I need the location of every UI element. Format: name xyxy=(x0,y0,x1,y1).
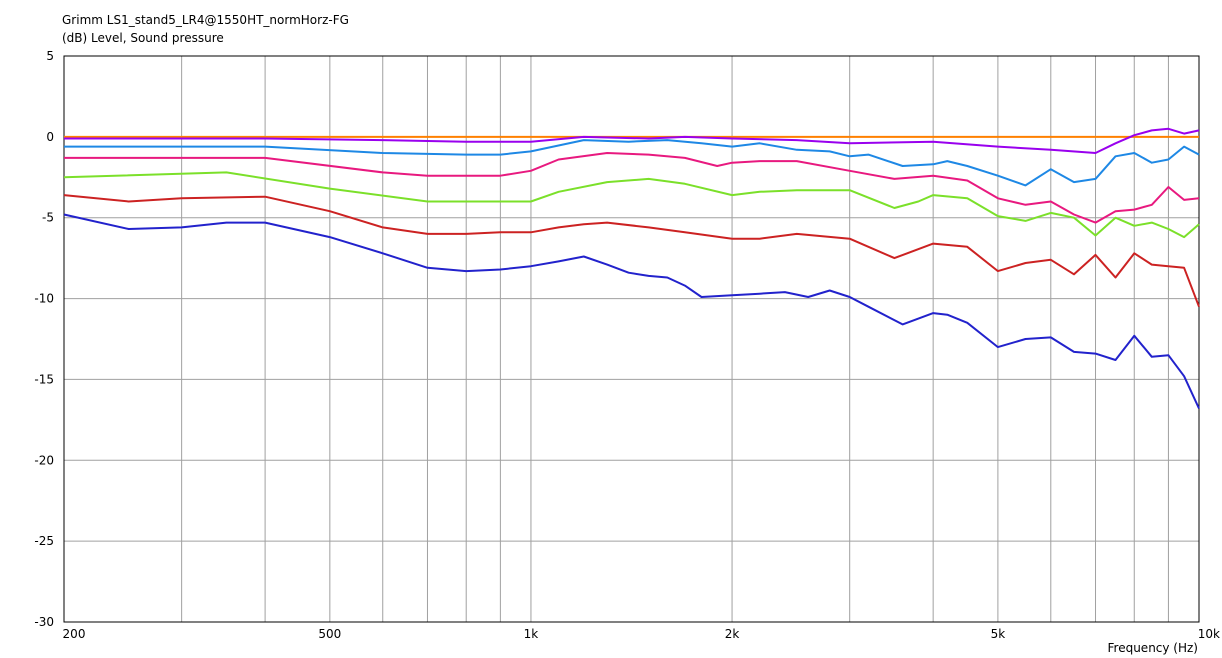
x-axis-label: Frequency (Hz) xyxy=(1108,641,1199,655)
y-tick-label: 0 xyxy=(46,130,54,144)
series-line-2 xyxy=(64,127,1200,154)
x-tick-label: 200 xyxy=(63,627,86,641)
series-line-3 xyxy=(64,139,1200,187)
x-tick-label: 5k xyxy=(991,627,1006,641)
plot-frame xyxy=(63,55,1200,623)
x-tick-label: 500 xyxy=(318,627,341,641)
y-tick-label: -20 xyxy=(34,453,54,467)
series-line-6 xyxy=(63,194,1200,308)
x-tick-labels: 200 500 1k 2k 5k 10k xyxy=(63,627,1221,641)
grid-lines xyxy=(64,56,1199,622)
y-axis-label: (dB) Level, Sound pressure xyxy=(62,31,224,45)
y-tick-label: -5 xyxy=(42,211,54,225)
series-group xyxy=(63,127,1200,409)
x-tick-label: 10k xyxy=(1198,627,1220,641)
series-line-4 xyxy=(64,152,1200,224)
series-line-5 xyxy=(63,171,1200,239)
y-tick-label: -10 xyxy=(34,292,54,306)
y-tick-label: -30 xyxy=(34,615,54,629)
y-tick-label: 5 xyxy=(46,49,54,63)
y-tick-label: -15 xyxy=(34,372,54,386)
x-tick-label: 2k xyxy=(725,627,740,641)
y-tick-labels: 5 0 -5 -10 -15 -20 -25 -30 xyxy=(34,49,54,629)
y-tick-label: -25 xyxy=(34,534,54,548)
chart-title: Grimm LS1_stand5_LR4@1550HT_normHorz-FG xyxy=(62,13,349,27)
series-line-7 xyxy=(63,213,1200,409)
x-tick-label: 1k xyxy=(524,627,539,641)
